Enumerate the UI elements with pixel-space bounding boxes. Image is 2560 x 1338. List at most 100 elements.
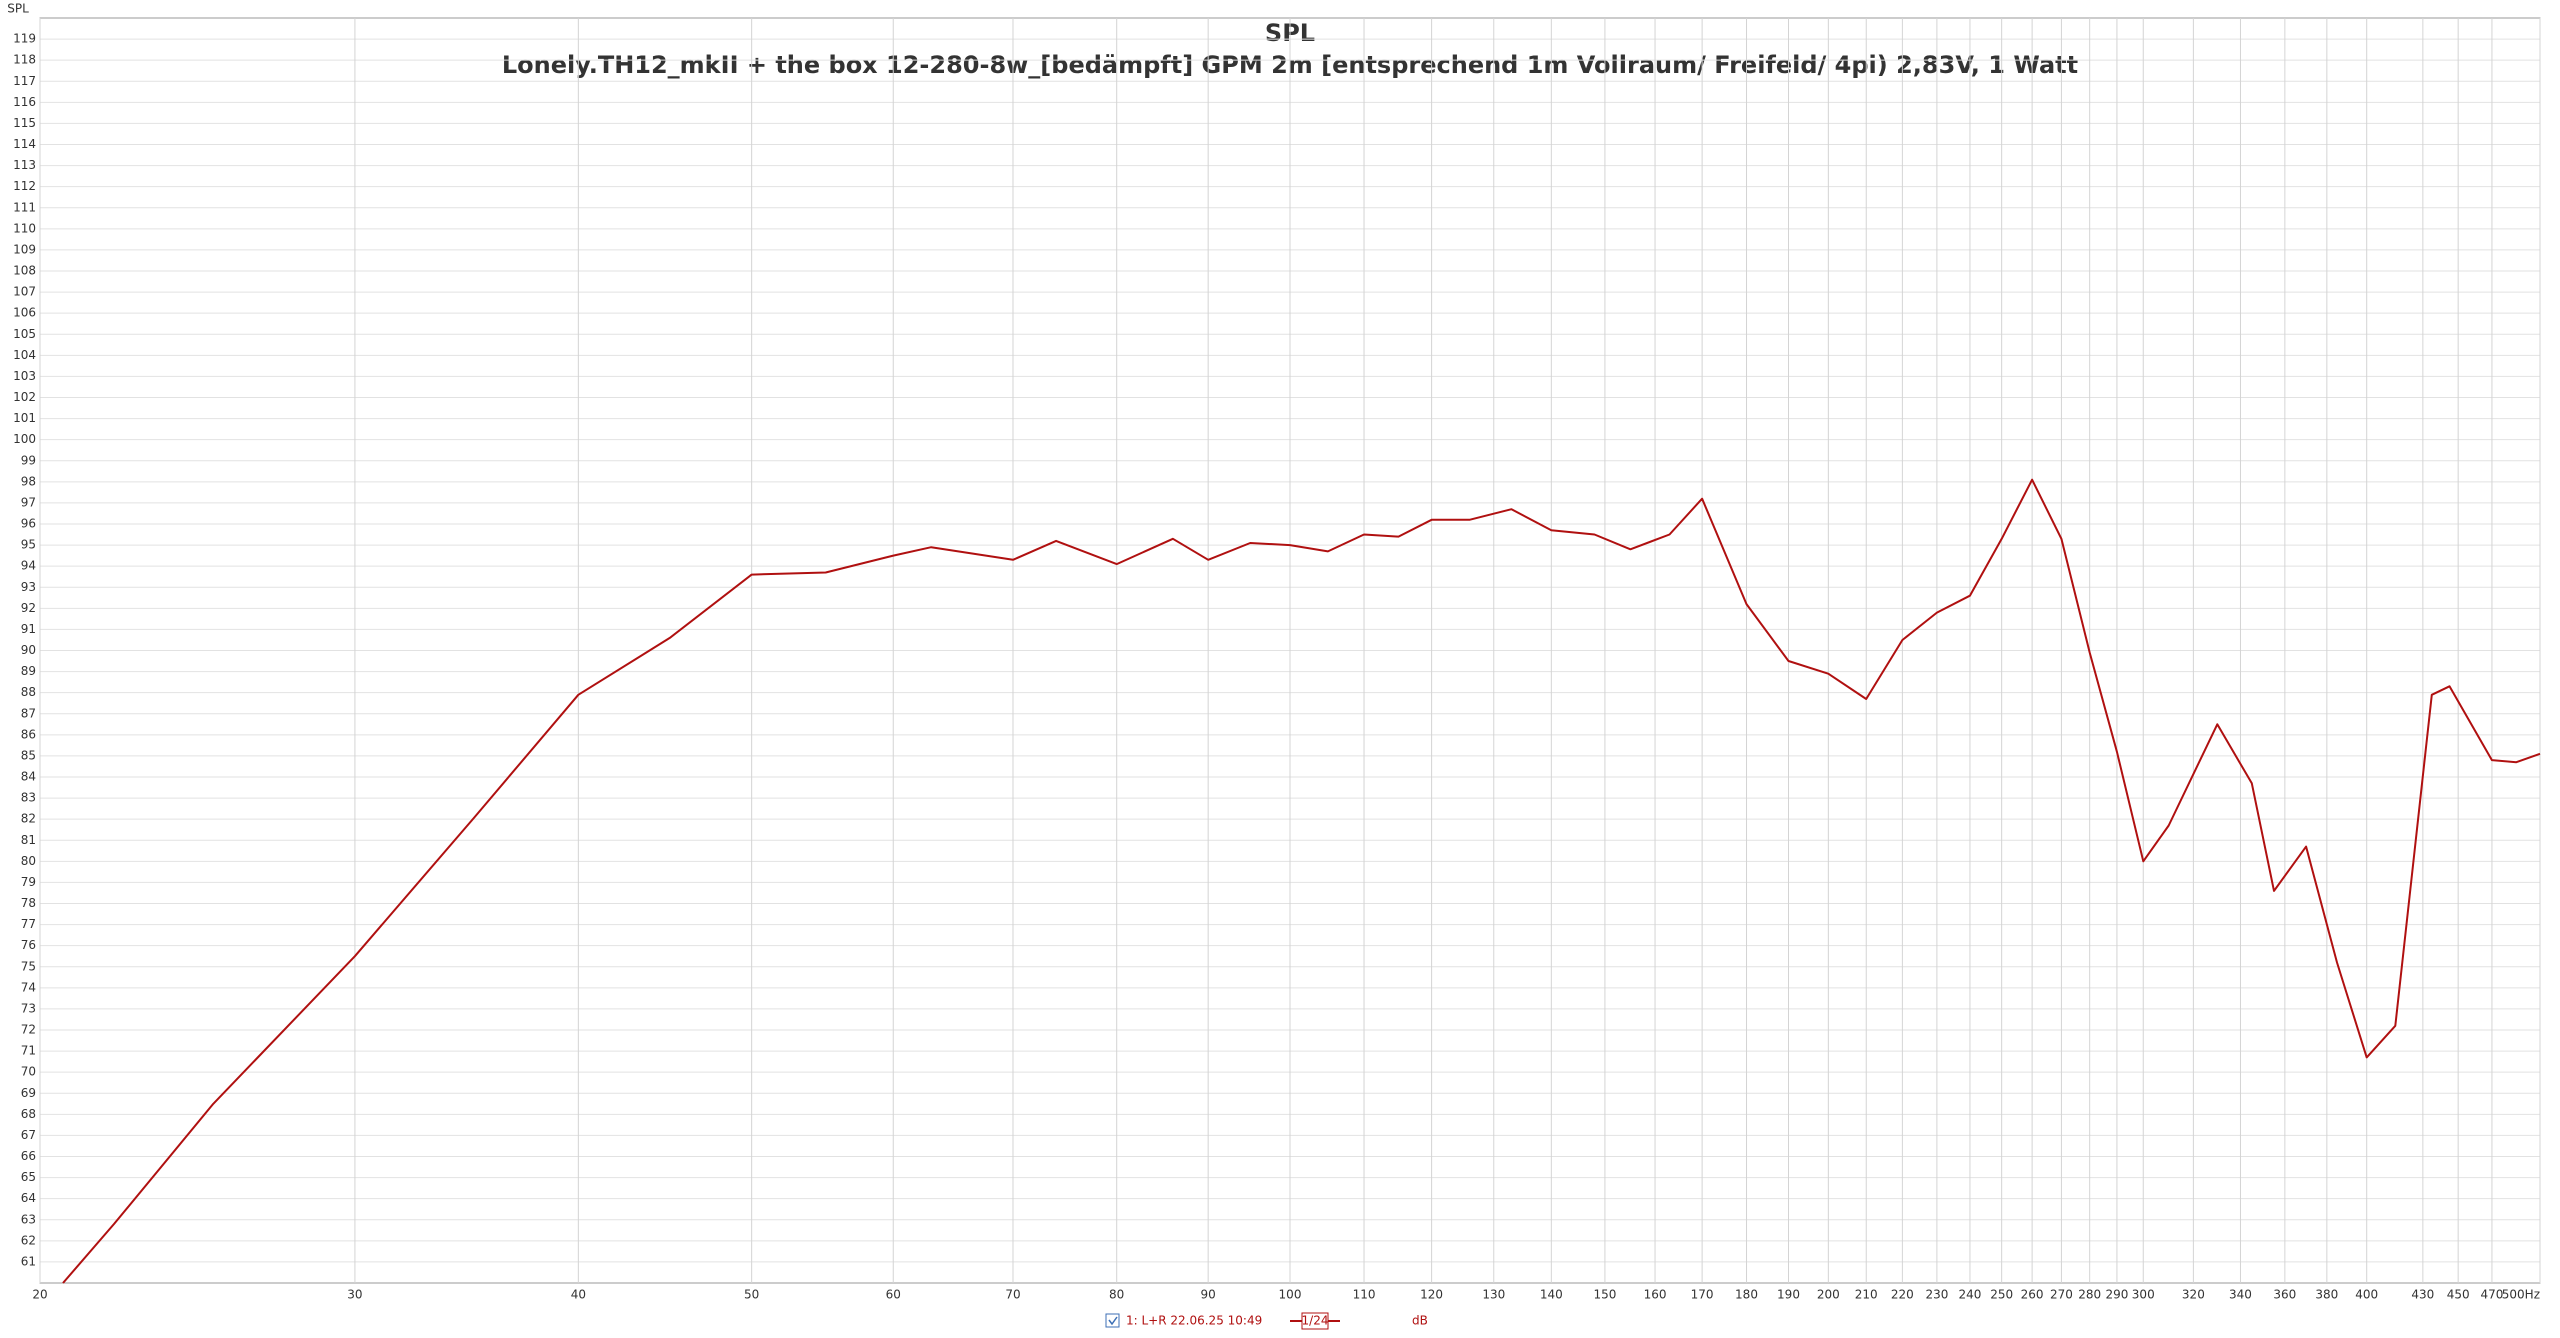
y-tick-label: 72: [21, 1023, 36, 1037]
y-tick-label: 108: [13, 264, 36, 278]
y-tick-label: 103: [13, 369, 36, 383]
y-tick-label: 77: [21, 917, 36, 931]
x-tick-label: 430: [2411, 1288, 2434, 1302]
y-tick-label: 62: [21, 1233, 36, 1247]
x-tick-label: 470: [2480, 1288, 2503, 1302]
x-tick-label: 380: [2315, 1288, 2338, 1302]
legend-label[interactable]: 1: L+R 22.06.25 10:49: [1126, 1314, 1262, 1328]
y-tick-label: 117: [13, 74, 36, 88]
y-tick-label: 93: [21, 580, 36, 594]
y-tick-label: 75: [21, 959, 36, 973]
x-tick-label: 190: [1777, 1288, 1800, 1302]
x-tick-label: 240: [1958, 1288, 1981, 1302]
x-tick-label: 230: [1925, 1288, 1948, 1302]
x-tick-label: 30: [347, 1288, 362, 1302]
smoothing-label[interactable]: 1/24: [1302, 1314, 1329, 1328]
x-tick-label: 360: [2273, 1288, 2296, 1302]
y-tick-label: 112: [13, 179, 36, 193]
y-tick-label: 67: [21, 1128, 36, 1142]
x-tick-label: 250: [1990, 1288, 2013, 1302]
y-tick-label: 65: [21, 1170, 36, 1184]
x-tick-label: 130: [1482, 1288, 1505, 1302]
x-tick-label: 340: [2229, 1288, 2252, 1302]
units-label[interactable]: dB: [1412, 1314, 1428, 1328]
x-tick-label: 180: [1735, 1288, 1758, 1302]
check-mark: [1108, 1316, 1118, 1326]
legend-checkbox[interactable]: [1105, 1313, 1120, 1328]
y-tick-label: 98: [21, 474, 36, 488]
y-tick-label: 61: [21, 1254, 36, 1268]
y-tick-label: 79: [21, 875, 36, 889]
x-tick-label: 210: [1855, 1288, 1878, 1302]
data-line: [62, 478, 2541, 1284]
x-tick-label: 290: [2105, 1288, 2128, 1302]
y-tick-label: 116: [13, 95, 36, 109]
x-tick-label: 70: [1005, 1288, 1020, 1302]
y-tick-label: 107: [13, 285, 36, 299]
y-tick-label: 94: [21, 559, 36, 573]
y-tick-label: 118: [13, 53, 36, 67]
y-tick-label: 87: [21, 706, 36, 720]
x-tick-label: 400: [2355, 1288, 2378, 1302]
y-tick-label: 74: [21, 980, 36, 994]
y-tick-label: 109: [13, 242, 36, 256]
y-tick-label: 114: [13, 137, 36, 151]
y-tick-label: 92: [21, 601, 36, 615]
y-tick-label: 82: [21, 812, 36, 826]
x-tick-label: 140: [1540, 1288, 1563, 1302]
y-tick-label: 96: [21, 517, 36, 531]
y-tick-label: 84: [21, 770, 36, 784]
y-tick-label: 105: [13, 327, 36, 341]
y-tick-label: 63: [21, 1212, 36, 1226]
y-tick-label: 81: [21, 833, 36, 847]
y-axis-label: SPL: [7, 2, 29, 16]
x-tick-label: 80: [1109, 1288, 1124, 1302]
y-tick-label: 101: [13, 411, 36, 425]
x-tick-label: 170: [1691, 1288, 1714, 1302]
y-tick-label: 104: [13, 348, 36, 362]
x-tick-label: 90: [1201, 1288, 1216, 1302]
y-tick-label: 91: [21, 622, 36, 636]
y-tick-label: 111: [13, 200, 36, 214]
y-tick-label: 100: [13, 432, 36, 446]
y-tick-label: 88: [21, 685, 36, 699]
y-tick-label: 71: [21, 1044, 36, 1058]
x-tick-label: 160: [1644, 1288, 1667, 1302]
y-tick-label: 99: [21, 453, 36, 467]
x-tick-label: 40: [571, 1288, 586, 1302]
x-tick-label: 120: [1420, 1288, 1443, 1302]
y-tick-label: 97: [21, 495, 36, 509]
x-tick-label: 50: [744, 1288, 759, 1302]
x-tick-label: 270: [2050, 1288, 2073, 1302]
x-tick-label: 200: [1817, 1288, 1840, 1302]
y-tick-label: 76: [21, 938, 36, 952]
x-tick-label: 100: [1279, 1288, 1302, 1302]
y-tick-label: 66: [21, 1149, 36, 1163]
x-tick-label: 300: [2132, 1288, 2155, 1302]
y-tick-label: 69: [21, 1086, 36, 1100]
y-tick-label: 95: [21, 538, 36, 552]
x-tick-label: 150: [1593, 1288, 1616, 1302]
x-tick-label: 260: [2021, 1288, 2044, 1302]
x-tick-label: 110: [1353, 1288, 1376, 1302]
x-tick-label: 280: [2078, 1288, 2101, 1302]
y-tick-label: 86: [21, 727, 36, 741]
y-tick-label: 106: [13, 306, 36, 320]
y-tick-label: 70: [21, 1065, 36, 1079]
y-tick-label: 110: [13, 221, 36, 235]
y-tick-label: 73: [21, 1001, 36, 1015]
x-tick-label: 60: [886, 1288, 901, 1302]
y-tick-label: 89: [21, 664, 36, 678]
y-tick-label: 83: [21, 791, 36, 805]
smoothing-box[interactable]: [1301, 1312, 1329, 1330]
y-tick-label: 68: [21, 1107, 36, 1121]
x-tick-label: 450: [2447, 1288, 2470, 1302]
x-tick-label: 220: [1891, 1288, 1914, 1302]
y-tick-label: 115: [13, 116, 36, 130]
y-tick-label: 85: [21, 748, 36, 762]
y-tick-label: 113: [13, 158, 36, 172]
y-tick-label: 64: [21, 1191, 36, 1205]
y-tick-label: 102: [13, 390, 36, 404]
